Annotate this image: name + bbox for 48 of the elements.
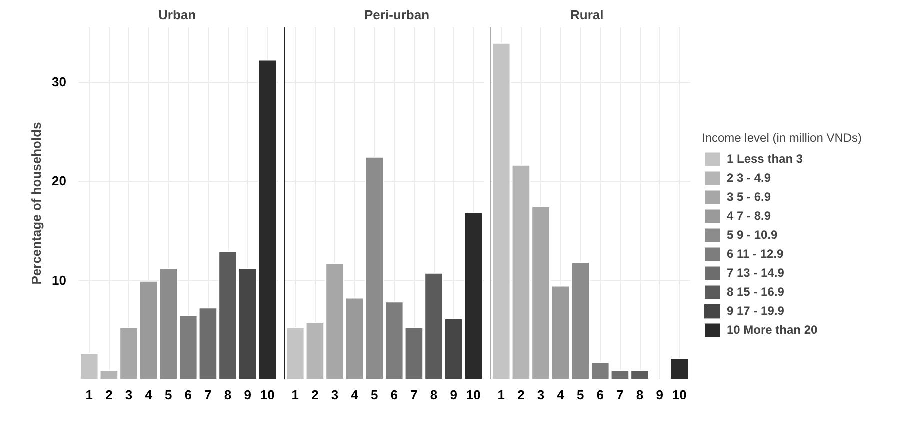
x-tick-label: 1: [498, 388, 506, 402]
legend-label: 6 11 - 12.9: [727, 247, 784, 261]
x-tick-label: 6: [390, 388, 398, 402]
x-tick-label: 9: [244, 388, 252, 402]
x-tick-label: 6: [184, 388, 192, 402]
x-tick-label: 2: [106, 388, 113, 402]
x-tick-label: 5: [576, 388, 584, 402]
legend-label: 8 15 - 16.9: [727, 285, 784, 299]
y-tick-label: 20: [52, 174, 67, 189]
x-tick-label: 2: [518, 388, 525, 402]
x-tick-label: 5: [164, 388, 172, 402]
x-tick-label: 6: [596, 388, 604, 402]
x-tick-label: 1: [86, 388, 94, 402]
x-tick-label: 8: [430, 388, 438, 402]
x-tick-label: 7: [204, 388, 212, 402]
x-tick-label: 10: [260, 388, 275, 402]
legend-label: 7 13 - 14.9: [727, 266, 784, 280]
x-tick-label: 4: [145, 388, 154, 402]
legend-label: 1 Less than 3: [727, 152, 804, 166]
x-tick-label: 1: [292, 388, 300, 402]
x-tick-label: 8: [636, 388, 644, 402]
x-tick-label: 9: [656, 388, 664, 402]
y-tick-label: 10: [52, 272, 67, 288]
x-tick-label: 3: [331, 388, 339, 402]
x-tick-label: 4: [351, 388, 360, 402]
x-tick-label: 10: [466, 388, 481, 402]
y-tick-label: 30: [52, 74, 67, 90]
x-tick-label: 5: [370, 388, 378, 402]
legend-label: 4 7 - 8.9: [727, 209, 772, 223]
x-tick-label: 3: [537, 388, 545, 402]
x-tick-label: 4: [557, 388, 566, 402]
legend-title: Income level (in million VNDs): [702, 131, 862, 145]
legend-label: 5 9 - 10.9: [727, 228, 778, 242]
chart-title: Urban: [158, 8, 196, 22]
x-tick-label: 7: [616, 388, 624, 402]
y-axis-title: Percentage of households: [29, 122, 44, 285]
legend-label: 2 3 - 4.9: [727, 171, 772, 185]
x-tick-label: 3: [125, 388, 133, 402]
legend-label: 10 More than 20: [727, 323, 818, 337]
legend-label: 9 17 - 19.9: [727, 304, 784, 318]
x-tick-label: 7: [410, 388, 418, 402]
legend-label: 3 5 - 6.9: [727, 190, 772, 204]
chart-title: Rural: [570, 8, 604, 22]
x-tick-label: 2: [312, 388, 319, 402]
chart-title: Peri-urban: [364, 8, 430, 22]
x-tick-label: 9: [450, 388, 458, 402]
x-tick-label: 10: [672, 388, 687, 402]
x-tick-label: 8: [224, 388, 232, 402]
